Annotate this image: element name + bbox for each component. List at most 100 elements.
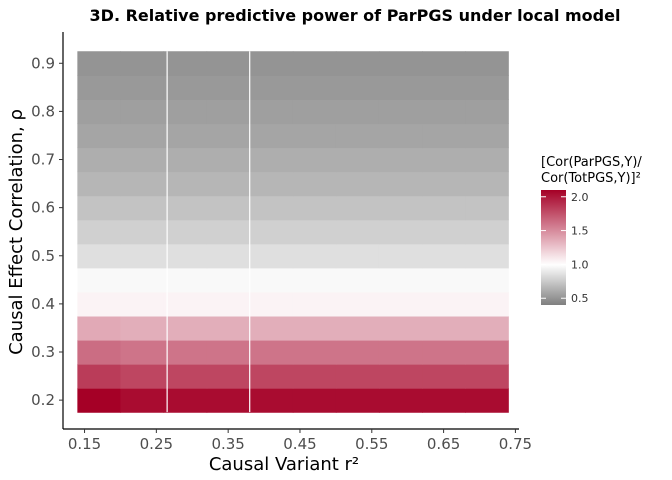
heatmap-cell — [206, 123, 251, 149]
heatmap-cell — [249, 75, 294, 100]
heatmap-cell — [422, 364, 466, 389]
heatmap-cell — [120, 99, 165, 125]
heatmap-cell — [422, 51, 466, 76]
heatmap-cell — [163, 243, 208, 269]
heatmap-cell — [206, 267, 251, 293]
heatmap-cell — [120, 364, 165, 389]
heatmap-cell — [422, 219, 466, 245]
heatmap-cell — [335, 267, 380, 293]
heatmap-cell — [77, 195, 122, 221]
heatmap-cell — [77, 219, 122, 245]
heatmap-cell — [163, 147, 208, 173]
heatmap-cell — [77, 171, 122, 197]
heatmap-cell — [120, 388, 165, 413]
legend-tick-label: 0.5 — [571, 292, 589, 305]
x-tick-label: 0.25 — [140, 435, 173, 453]
heatmap-cell — [378, 75, 423, 100]
heatmap-cell — [77, 267, 122, 293]
heatmap-cell — [465, 339, 509, 365]
heatmap-cell — [465, 364, 509, 389]
heatmap-cell — [249, 339, 294, 365]
heatmap-cell — [465, 99, 509, 125]
heatmap-cell — [77, 364, 122, 389]
heatmap-cell — [292, 195, 337, 221]
heatmap-cell — [206, 219, 251, 245]
heatmap-cell — [335, 75, 380, 100]
heatmap-cell — [77, 99, 122, 125]
x-axis-title: Causal Variant r² — [209, 454, 359, 475]
heatmap-cell — [378, 99, 423, 125]
legend-tick-label: 1.0 — [571, 258, 589, 271]
heatmap-cell — [206, 388, 251, 413]
heatmap-cell — [163, 195, 208, 221]
heatmap-cell — [465, 315, 509, 341]
heatmap-cell — [378, 364, 423, 389]
heatmap-cell — [422, 315, 466, 341]
heatmap-cell — [77, 123, 122, 149]
y-axis-ticks: 0.2 0.3 0.4 0.5 0.6 0.7 0.8 0.9 — [31, 54, 63, 409]
heatmap-cell — [163, 364, 208, 389]
heatmap-cell — [206, 195, 251, 221]
heatmap-cell — [292, 315, 337, 341]
heatmap-cell — [422, 339, 466, 365]
legend-title-line1: [Cor(ParPGS,Y)/ — [541, 155, 642, 170]
x-tick-label: 0.65 — [427, 435, 460, 453]
y-tick-label: 0.4 — [31, 295, 55, 313]
heatmap-cell — [292, 51, 337, 76]
heatmap-cell — [206, 171, 251, 197]
heatmap-cell — [77, 291, 122, 317]
heatmap-cell — [249, 147, 294, 173]
legend-ticks: 0.5 1.0 1.5 2.0 — [541, 191, 589, 305]
heatmap-cell — [163, 339, 208, 365]
heatmap-cell — [378, 267, 423, 293]
y-axis-title: Causal Effect Correlation, ρ — [6, 109, 27, 355]
heatmap-cell — [378, 388, 423, 413]
heatmap-cell — [292, 219, 337, 245]
heatmap-cell — [465, 243, 509, 269]
heatmap-cell — [249, 388, 294, 413]
heatmap-cell — [249, 291, 294, 317]
heatmap-cell — [292, 364, 337, 389]
heatmap-cell — [422, 291, 466, 317]
reference-lines — [166, 51, 251, 413]
heatmap-cell — [206, 243, 251, 269]
heatmap-cell — [249, 171, 294, 197]
heatmap-cell — [378, 243, 423, 269]
x-tick-label: 0.75 — [499, 435, 532, 453]
y-tick-label: 0.6 — [31, 199, 55, 217]
heatmap-cell — [465, 75, 509, 100]
heatmap-cell — [120, 123, 165, 149]
heatmap-cell — [120, 267, 165, 293]
heatmap-cell — [465, 267, 509, 293]
heatmap-cell — [77, 147, 122, 173]
heatmap-cell — [335, 195, 380, 221]
heatmap-cell — [378, 123, 423, 149]
x-tick-label: 0.55 — [355, 435, 388, 453]
heatmap-cell — [292, 147, 337, 173]
heatmap-cell — [77, 75, 122, 100]
heatmap-cell — [378, 219, 423, 245]
x-tick-label: 0.35 — [211, 435, 244, 453]
heatmap-cell — [335, 364, 380, 389]
x-tick-label: 0.15 — [68, 435, 101, 453]
heatmap-cell — [292, 267, 337, 293]
heatmap-cell — [335, 219, 380, 245]
heatmap-cell — [422, 267, 466, 293]
heatmap-cell — [163, 51, 208, 76]
heatmap-cell — [465, 388, 509, 413]
heatmap-cell — [120, 195, 165, 221]
heatmap-cell — [292, 339, 337, 365]
heatmap-cell — [206, 147, 251, 173]
heatmap-cell — [249, 195, 294, 221]
heatmap-cell — [206, 75, 251, 100]
y-tick-label: 0.9 — [31, 54, 55, 72]
y-tick-label: 0.2 — [31, 391, 55, 409]
y-tick-label: 0.7 — [31, 151, 55, 169]
heatmap-tiles — [77, 51, 509, 413]
heatmap-cell — [163, 123, 208, 149]
heatmap-cell — [120, 75, 165, 100]
heatmap-cell — [378, 171, 423, 197]
heatmap-cell — [120, 51, 165, 76]
heatmap-cell — [249, 315, 294, 341]
